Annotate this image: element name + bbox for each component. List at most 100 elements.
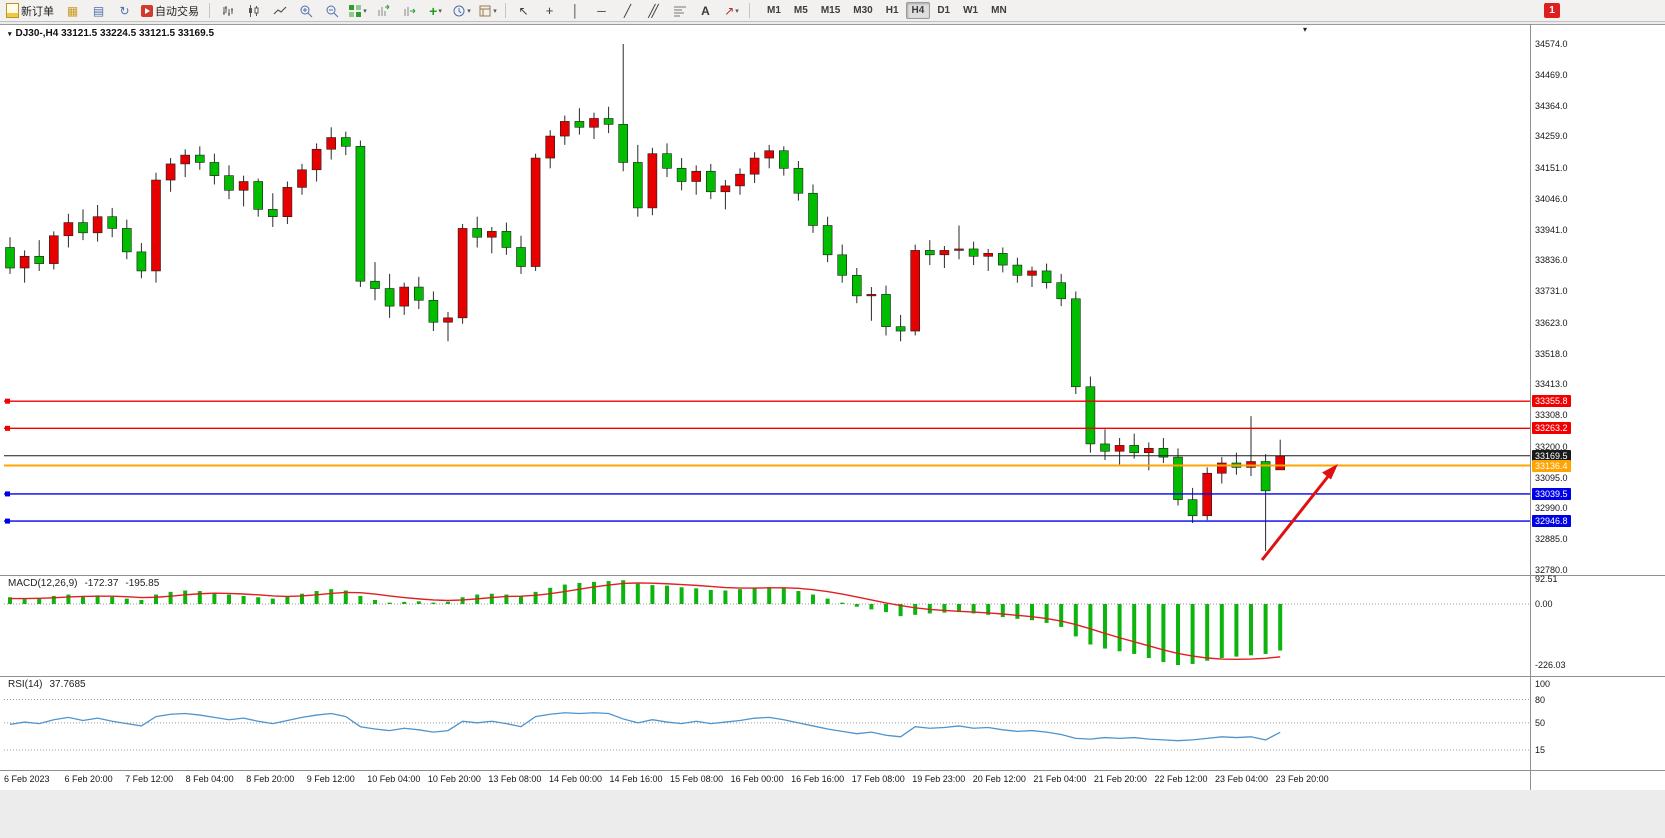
refresh-button[interactable]: ↻: [112, 0, 137, 21]
panel-separator[interactable]: [0, 676, 1665, 677]
autotrading-button[interactable]: 自动交易: [138, 0, 204, 21]
time-axis-label: 20 Feb 12:00: [972, 774, 1026, 784]
macd-axis-label: -226.03: [1535, 660, 1566, 671]
new-order-label: 新订单: [21, 5, 54, 18]
price-tick-label: 33200.0: [1535, 441, 1568, 452]
new-chart-icon: ▦: [66, 3, 79, 18]
chart-shift-button[interactable]: [397, 0, 422, 21]
timeframe-button-h1[interactable]: H1: [885, 5, 899, 16]
price-tick-label: 32990.0: [1535, 503, 1568, 514]
current-price-badge: 33169.5: [1532, 449, 1571, 462]
timeframe-button-m30[interactable]: M30: [853, 5, 873, 16]
time-axis-label: 10 Feb 04:00: [367, 774, 421, 784]
timeframe-button-h4[interactable]: H4: [905, 2, 931, 19]
horizontal-line-icon: ─: [597, 3, 606, 18]
zoom-in-button[interactable]: [293, 0, 318, 21]
tile-windows-button[interactable]: ▾: [345, 0, 370, 21]
indicators-button[interactable]: + ▾: [423, 0, 448, 21]
toolbar: 新订单 ▦ ▤ ↻ 自动交易 ▾: [0, 0, 1665, 22]
price-tick-label: 33836.0: [1535, 255, 1568, 266]
symbol-marker-icon: ▾: [8, 30, 12, 38]
time-axis-label: 14 Feb 00:00: [548, 774, 602, 784]
price-tick-label: 34469.0: [1535, 69, 1568, 80]
indicators-icon: +: [429, 2, 438, 19]
macd-label: MACD(12,26,9) -172.37 -195.85: [8, 578, 159, 589]
macd-value-main: -172.37: [84, 578, 119, 589]
new-chart-button[interactable]: ▦: [60, 0, 85, 21]
time-axis-label: 8 Feb 04:00: [185, 774, 234, 784]
text-button[interactable]: A: [693, 0, 718, 21]
timeframe-button-m1[interactable]: M1: [767, 5, 781, 16]
text-icon: A: [701, 3, 710, 18]
rsi-axis-label: 15: [1535, 745, 1546, 755]
time-axis-label: 13 Feb 08:00: [488, 774, 542, 784]
price-axis[interactable]: 34574.0 34469.0 34364.0 34259.0 34151.0 34046…: [1530, 0, 1665, 838]
time-axis[interactable]: 6 Feb 2023 6 Feb 20:00 7 Feb 12:00 8 Feb 04…: [0, 770, 1530, 790]
trendline-icon: ╱: [623, 3, 632, 18]
vertical-line-icon: │: [571, 3, 580, 18]
cursor-icon: ↖: [518, 3, 529, 18]
toolbar-separator: [505, 3, 506, 18]
profiles-button[interactable]: ▤: [86, 0, 111, 21]
timeframe-group: M1 M5 M15 M30 H1 H4 D1 W1 MN: [761, 2, 1013, 19]
price-line-badge: 33039.5: [1532, 487, 1571, 500]
chevron-down-icon: ▾: [438, 7, 442, 15]
cursor-button[interactable]: ↖: [511, 0, 536, 21]
chevron-down-icon: ▾: [363, 7, 367, 15]
rsi-axis-label: 50: [1535, 717, 1546, 728]
new-order-button[interactable]: 新订单: [3, 0, 59, 21]
toolbar-separator: [749, 3, 750, 18]
crosshair-button[interactable]: +: [537, 0, 562, 21]
profiles-icon: ▤: [92, 3, 105, 18]
chart-dropdown-icon[interactable]: ▾: [1303, 25, 1308, 34]
timeframe-button-mn[interactable]: MN: [991, 5, 1007, 16]
price-tick-label: 34574.0: [1535, 39, 1568, 49]
templates-button[interactable]: ▾: [475, 0, 500, 21]
trendline-button[interactable]: ╱: [615, 0, 640, 21]
price-tick-label: 34046.0: [1535, 193, 1568, 204]
axis-separator: [1530, 24, 1531, 790]
price-tick-label: 33095.0: [1535, 472, 1568, 483]
timeframe-button-m15[interactable]: M15: [820, 5, 841, 16]
time-axis-label: 22 Feb 12:00: [1154, 774, 1208, 784]
autoscroll-button[interactable]: [371, 0, 396, 21]
rsi-value: 37.7685: [49, 679, 86, 690]
notification-badge[interactable]: 1: [1544, 3, 1560, 18]
price-line-badge: 33355.8: [1532, 395, 1571, 408]
price-tick-label: 33623.0: [1535, 317, 1568, 328]
price-line-badge: 33136.4: [1532, 459, 1571, 472]
periods-button[interactable]: ▾: [449, 0, 474, 21]
channel-icon: ╱╱: [648, 3, 659, 18]
fibonacci-button[interactable]: [667, 0, 692, 21]
timeframe-button-m5[interactable]: M5: [793, 5, 808, 16]
line-chart-icon: [273, 6, 286, 14]
bar-chart-button[interactable]: [215, 0, 240, 21]
zoom-out-button[interactable]: [319, 0, 344, 21]
chart-background[interactable]: [0, 24, 1665, 790]
vertical-line-button[interactable]: │: [563, 0, 588, 21]
panel-separator[interactable]: [0, 575, 1665, 576]
new-order-icon: [6, 3, 19, 18]
candlestick-icon: [248, 4, 258, 17]
horizontal-line-button[interactable]: ─: [589, 0, 614, 21]
price-tick-label: 34364.0: [1535, 100, 1568, 111]
autotrading-icon: [141, 4, 153, 17]
price-line-badge: 33263.2: [1532, 422, 1571, 435]
timeframe-button-d1[interactable]: D1: [937, 5, 951, 16]
price-tick-label: 33413.0: [1535, 379, 1568, 390]
arrow-tool-icon: ↗: [724, 3, 735, 18]
candlestick-button[interactable]: [241, 0, 266, 21]
channel-button[interactable]: ╱╱: [641, 0, 666, 21]
timeframe-button-w1[interactable]: W1: [963, 5, 979, 16]
line-chart-button[interactable]: [267, 0, 292, 21]
time-axis-label: 6 Feb 20:00: [64, 774, 113, 784]
price-tick-label: 34151.0: [1535, 163, 1568, 174]
price-tick-label: 33518.0: [1535, 348, 1568, 359]
clock-icon: [453, 5, 465, 16]
macd-value-signal: -195.85: [125, 578, 160, 589]
price-tick-label: 32885.0: [1535, 534, 1568, 545]
arrows-button[interactable]: ↗ ▾: [719, 0, 744, 21]
price-tick-label: 33308.0: [1535, 410, 1568, 421]
time-axis-label: 16 Feb 16:00: [791, 774, 845, 784]
